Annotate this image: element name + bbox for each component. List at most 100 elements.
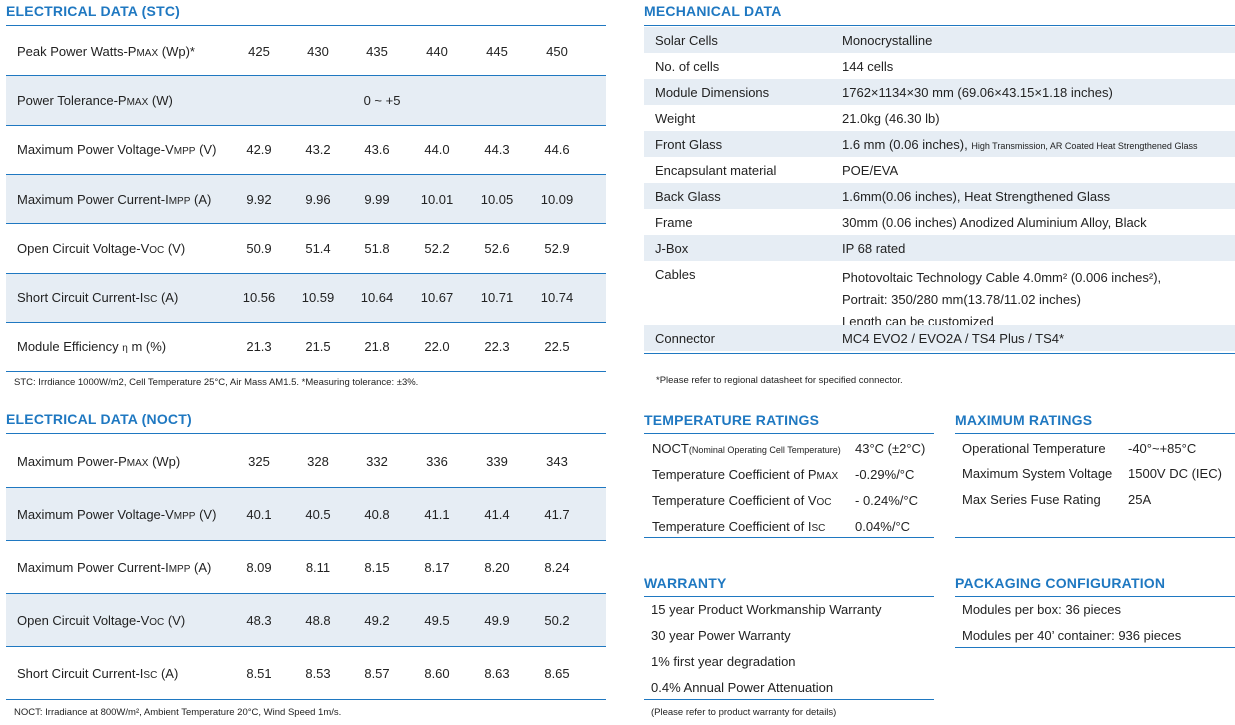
stc-row-value: 43.6 — [364, 142, 390, 158]
warranty-item-text: 1% first year degradation — [651, 653, 796, 669]
stc-row-value: 10.09 — [540, 191, 574, 207]
temp-row-label: NOCT(Nominal Operating Cell Temperature) — [652, 440, 841, 456]
temp-row: Temperature Coefficient of VOC - 0.24%/°C — [644, 487, 934, 513]
mech-row: Solar Cells Monocrystalline — [644, 27, 1235, 53]
warranty-title: WARRANTY — [644, 575, 727, 591]
stc-row-value: 10.74 — [540, 290, 574, 306]
stc-row-value: 9.92 — [246, 191, 272, 207]
noct-title-rule — [6, 433, 606, 434]
stc-title-rule — [6, 25, 606, 26]
noct-row-label: Maximum Power Current-IMPP (A) — [17, 559, 212, 575]
noct-row-value: 41.4 — [484, 506, 510, 522]
mech-title-rule — [644, 25, 1235, 26]
maxr-bottom-rule — [955, 537, 1235, 538]
stc-row-label-sub: MPP — [173, 146, 196, 158]
stc-row-label: Power Tolerance-PMAX (W) — [17, 92, 173, 108]
stc-row-value: 43.2 — [305, 142, 331, 158]
mech-row-value: 1.6mm(0.06 inches), Heat Strengthened Gl… — [842, 188, 1111, 204]
noct-note: NOCT: Irradiance at 800W/m², Ambient Tem… — [14, 707, 342, 718]
packaging-title: PACKAGING CONFIGURATION — [955, 575, 1166, 591]
maxr-row-label: Max Series Fuse Rating — [962, 491, 1101, 507]
stc-row-value: 21.5 — [305, 339, 331, 355]
mech-row-value: 21.0kg (46.30 lb) — [842, 110, 940, 126]
warranty-bottom-rule — [644, 699, 934, 700]
warranty-item-text: 0.4% Annual Power Attenuation — [651, 679, 834, 695]
mech-row: Connector MC4 EVO2 / EVO2A / TS4 Plus / T… — [644, 325, 1235, 351]
temp-row-label-note: (Nominal Operating Cell Temperature) — [688, 444, 841, 455]
mech-row-label: Encapsulant material — [655, 162, 777, 178]
noct-row-value: 8.57 — [364, 665, 390, 681]
maxr-title-rule — [955, 433, 1235, 434]
maxr-title: MAXIMUM RATINGS — [955, 412, 1093, 428]
mech-note: *Please refer to regional datasheet for … — [656, 375, 903, 386]
temp-row-label: Temperature Coefficient of VOC — [652, 492, 832, 508]
stc-row-value: 10.05 — [480, 191, 514, 207]
noct-row-value: 48.8 — [305, 612, 331, 628]
mech-row: Cables Photovoltaic Technology Cable 4.0m… — [644, 261, 1235, 329]
noct-row-rule — [6, 540, 606, 541]
temp-row-value: 0.04%/°C — [855, 518, 911, 534]
noct-row: Open Circuit Voltage-VOC (V) 48.3 48.8 49.2… — [6, 594, 606, 646]
temp-row-value: -0.29%/°C — [855, 466, 915, 482]
stc-row-label: Module Efficiency η m (%) — [17, 339, 167, 355]
noct-row-value: 40.5 — [305, 506, 331, 522]
stc-row-value: 50.9 — [246, 240, 272, 256]
noct-row-value: 8.53 — [305, 665, 331, 681]
noct-title: ELECTRICAL DATA (NOCT) — [6, 411, 192, 427]
stc-row-value: 22.0 — [424, 339, 450, 355]
noct-row-value: 8.20 — [484, 559, 510, 575]
stc-row-value: 0 ~ +5 — [363, 92, 401, 108]
mech-row: Back Glass 1.6mm(0.06 inches), Heat Stren… — [644, 183, 1235, 209]
mech-row: Encapsulant material POE/EVA — [644, 157, 1235, 183]
noct-row-label: Maximum Power-PMAX (Wp) — [17, 453, 181, 469]
stc-row-value: 10.64 — [360, 290, 394, 306]
noct-row-rule — [6, 487, 606, 488]
noct-row: Maximum Power Current-IMPP (A) 8.09 8.11 8.… — [6, 541, 606, 593]
stc-row: Maximum Power Current-IMPP (A) 9.92 9.96 9.… — [6, 174, 606, 224]
packaging-bottom-rule — [955, 647, 1235, 648]
noct-row-value: 8.11 — [305, 559, 331, 575]
mech-row-value: 30mm (0.06 inches) Anodized Aluminium Al… — [842, 214, 1147, 230]
mech-row-value: MC4 EVO2 / EVO2A / TS4 Plus / TS4* — [842, 330, 1065, 346]
mech-bottom-rule — [644, 353, 1235, 354]
mech-title: MECHANICAL DATA — [644, 3, 782, 19]
stc-row: Short Circuit Current-ISC (A) 10.56 10.59 1… — [6, 273, 606, 322]
stc-row-value: 21.8 — [364, 339, 390, 355]
stc-row-value: 450 — [546, 43, 568, 59]
mech-row-value-note: High Transmission, AR Coated Heat Streng… — [971, 140, 1198, 151]
mech-row-value: POE/EVA — [842, 162, 899, 178]
mech-row-label: J-Box — [655, 240, 689, 256]
maxr-row: Max Series Fuse Rating 25A — [955, 486, 1235, 512]
warranty-item: 1% first year degradation — [644, 648, 934, 674]
noct-row-value: 49.2 — [364, 612, 390, 628]
noct-row: Maximum Power Voltage-VMPP (V) 40.1 40.5 40… — [6, 488, 606, 540]
temp-row: NOCT(Nominal Operating Cell Temperature)… — [644, 435, 934, 461]
temp-title: TEMPERATURE RATINGS — [644, 412, 820, 428]
temp-row-label-sub: MAX — [816, 470, 839, 482]
stc-row: Module Efficiency η m (%) 21.3 21.5 21.8 22.… — [6, 323, 606, 371]
noct-row-value: 49.9 — [484, 612, 510, 628]
mech-row-value: 144 cells — [842, 58, 894, 74]
temp-row: Temperature Coefficient of PMAX -0.29%/°C — [644, 461, 934, 487]
stc-row-value: 10.01 — [420, 191, 454, 207]
mech-row-label: Solar Cells — [655, 32, 718, 48]
noct-row-value: 8.51 — [246, 665, 272, 681]
mech-row: Module Dimensions 1762×1134×30 mm (69.06×… — [644, 79, 1235, 105]
packaging-item-text: Modules per 40’ container: 936 pieces — [962, 627, 1182, 643]
stc-row-value: 51.8 — [364, 240, 390, 256]
noct-row-value: 48.3 — [246, 612, 272, 628]
noct-row-label-sub: MAX — [126, 457, 149, 469]
stc-row-value: 440 — [426, 43, 448, 59]
stc-row-value: 21.3 — [246, 339, 272, 355]
mech-row-label: No. of cells — [655, 58, 720, 74]
stc-row-label-sub: MPP — [168, 195, 191, 207]
maxr-row-value: 25A — [1128, 491, 1152, 507]
temp-title-rule — [644, 433, 934, 434]
temp-row-label: Temperature Coefficient of ISC — [652, 518, 826, 534]
noct-row: Maximum Power-PMAX (Wp) 325 328 332 336 339 34… — [6, 435, 606, 487]
stc-row-label-sub: OC — [149, 244, 165, 256]
stc-row-value: 9.96 — [305, 191, 331, 207]
mech-row-value: Monocrystalline — [842, 32, 933, 48]
stc-row-value: 42.9 — [246, 142, 272, 158]
mech-row-label: Cables — [655, 267, 696, 282]
